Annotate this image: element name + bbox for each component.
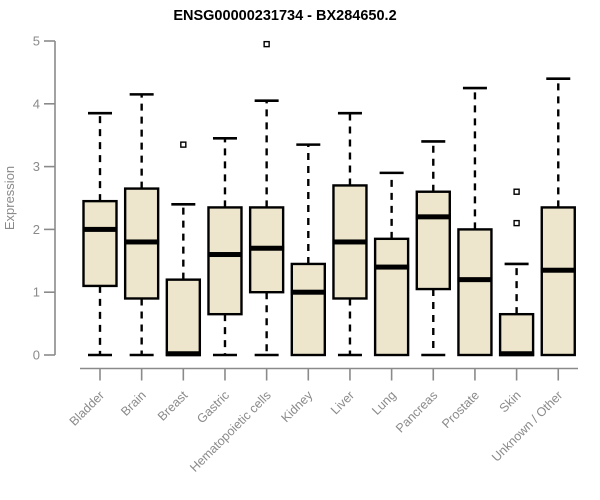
x-tick-label: Kidney bbox=[278, 388, 315, 425]
x-tick-label: Breast bbox=[155, 388, 191, 424]
outlier-point bbox=[513, 188, 520, 195]
x-tick-label: Prostate bbox=[439, 388, 482, 431]
iqr-box bbox=[82, 199, 118, 288]
box-unknown-other bbox=[540, 77, 576, 357]
median-line bbox=[415, 214, 451, 220]
x-tick-label: Pancreas bbox=[393, 388, 440, 435]
box-liver bbox=[332, 111, 368, 357]
iqr-box bbox=[207, 206, 243, 316]
box-brain bbox=[123, 93, 160, 357]
box-prostate bbox=[457, 86, 493, 357]
box-lung bbox=[373, 171, 410, 357]
box-bladder bbox=[82, 111, 118, 357]
y-tick-label: 3 bbox=[33, 159, 40, 174]
outlier-point bbox=[180, 141, 187, 148]
x-tick-label: Skin bbox=[497, 388, 524, 415]
median-line bbox=[499, 351, 535, 357]
x-tick-label: Liver bbox=[328, 388, 357, 417]
box-breast bbox=[165, 141, 202, 357]
outlier-point bbox=[263, 40, 270, 48]
y-tick-label: 4 bbox=[33, 96, 40, 111]
median-line bbox=[124, 239, 160, 245]
y-tick-label: 0 bbox=[33, 348, 40, 363]
x-tick-label: Hematopoietic cells bbox=[187, 388, 274, 475]
iqr-box bbox=[165, 278, 202, 357]
y-axis-label: Expression bbox=[2, 166, 17, 230]
chart-title: ENSG00000231734 - BX284650.2 bbox=[173, 8, 396, 24]
median-line bbox=[207, 252, 243, 258]
iqr-box bbox=[457, 228, 493, 357]
outlier-point bbox=[513, 219, 520, 227]
box-kidney bbox=[290, 143, 326, 357]
x-tick-label: Lung bbox=[369, 388, 399, 418]
iqr-box bbox=[498, 312, 535, 357]
iqr-box bbox=[540, 206, 576, 357]
box-pancreas bbox=[415, 140, 451, 357]
y-tick-label: 1 bbox=[33, 285, 40, 300]
y-tick-label: 5 bbox=[33, 34, 40, 49]
iqr-box bbox=[290, 262, 326, 357]
median-line bbox=[332, 239, 368, 245]
median-line bbox=[82, 226, 118, 232]
median-line bbox=[374, 264, 410, 270]
box-gastric bbox=[207, 137, 243, 357]
box-hematopoietic-cells bbox=[248, 40, 285, 357]
median-line bbox=[249, 245, 285, 251]
median-line bbox=[290, 289, 326, 295]
boxplot-series bbox=[82, 40, 576, 357]
iqr-box bbox=[415, 190, 451, 291]
box-skin bbox=[498, 188, 535, 357]
x-tick-label: Gastric bbox=[194, 388, 232, 426]
y-tick-label: 2 bbox=[33, 222, 40, 237]
x-tick-label: Bladder bbox=[67, 388, 107, 428]
median-line bbox=[540, 267, 576, 273]
median-line bbox=[457, 277, 493, 283]
median-line bbox=[165, 351, 201, 357]
x-tick-label: Unknown / Other bbox=[489, 388, 565, 464]
x-tick-label: Brain bbox=[118, 388, 149, 419]
iqr-box bbox=[373, 237, 410, 357]
